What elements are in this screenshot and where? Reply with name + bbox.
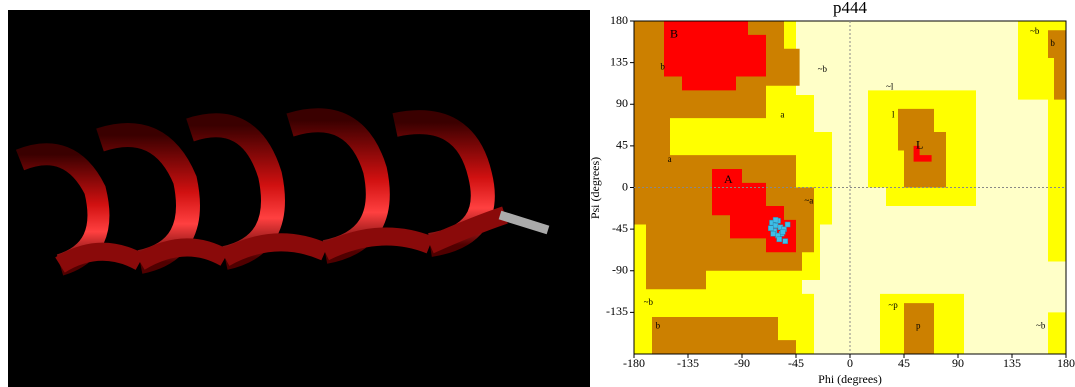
region-label: ~b [1036,320,1046,330]
point [783,239,788,244]
y-tick-label: 135 [610,54,628,68]
point [777,237,782,242]
region [652,317,796,354]
region-label: ~b [1030,26,1040,36]
region-label: b [656,320,661,330]
point [780,229,785,234]
point [785,222,790,227]
region-label: ~p [888,300,898,310]
region [1048,312,1066,354]
point [771,231,776,236]
x-tick-label: 135 [1003,356,1021,370]
region-label: b [1050,38,1055,48]
region-label: L [916,138,923,152]
x-tick-label: -90 [734,356,750,370]
x-tick-label: 90 [952,356,964,370]
x-tick-label: 45 [898,356,910,370]
x-axis-label: Phi (degrees) [818,372,882,386]
y-tick-label: -135 [606,304,628,318]
region-label: B [670,27,678,41]
x-tick-label: 180 [1057,356,1075,370]
y-tick-label: 180 [610,13,628,27]
point [773,217,778,222]
y-tick-label: -45 [612,221,628,235]
region-label: A [724,172,733,186]
point [773,223,778,228]
point [768,226,773,231]
region-label: a [780,109,784,119]
x-tick-label: -135 [677,356,699,370]
figure: p444 Phi (degrees) Psi (degrees) -180 -13… [0,0,1075,387]
y-axis-label: Psi (degrees) [588,157,602,219]
region-label: ~l [886,82,894,92]
y-tick-label: 45 [616,138,628,152]
chart-title: p444 [833,0,868,17]
x-tick-label: 0 [847,356,853,370]
x-tick-label: -45 [788,356,804,370]
region-label: ~b [644,297,654,307]
y-tick-label: 0 [622,179,628,193]
region-label: ~a [804,195,813,205]
x-tick-label: -180 [623,356,645,370]
region-label: ~b [818,64,828,74]
region-label: b [660,61,665,71]
region-label: a [668,154,672,164]
y-tick-label: -90 [612,263,628,277]
region-label: p [916,320,921,330]
y-tick-label: 90 [616,96,628,110]
